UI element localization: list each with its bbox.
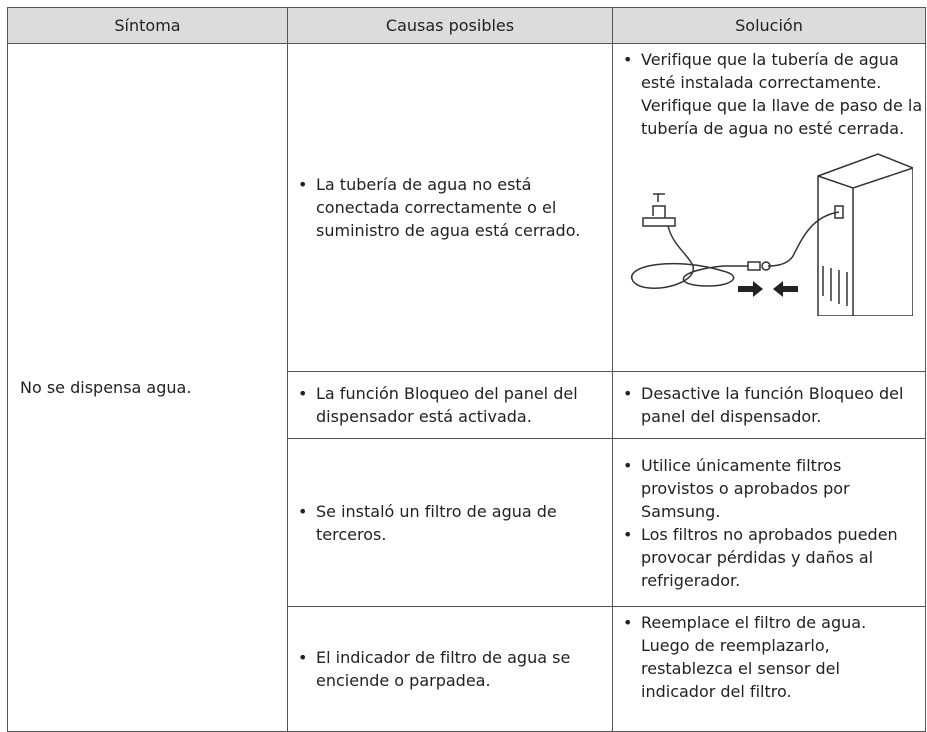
solution: Desactive la función Bloqueo del panel d… (613, 382, 917, 428)
cause: La función Bloqueo del panel del dispens… (288, 382, 598, 428)
header-cell: Síntoma (7, 7, 288, 44)
row: El indicador de filtro de agua se encien… (8, 606, 926, 732)
troubleshooting-table: Síntoma Causas posibles Solución No se d… (7, 7, 926, 732)
row: La función Bloqueo del panel del dispens… (8, 371, 926, 439)
cause-cell: Se instaló un filtro de agua de terceros… (287, 438, 613, 607)
row: Se instaló un filtro de agua de terceros… (8, 438, 926, 607)
cause: El indicador de filtro de agua se encien… (288, 646, 598, 692)
symptom-cell: No se dispensa agua. (7, 43, 288, 732)
header-cell: Causas posibles (287, 7, 613, 44)
solution: Los filtros no aprobados pueden provocar… (613, 523, 917, 592)
row: No se dispensa agua. La tubería de agua … (7, 43, 926, 732)
header-cell: Solución (612, 7, 926, 44)
solution-cell: Desactive la función Bloqueo del panel d… (612, 371, 926, 439)
cause-cell: El indicador de filtro de agua se encien… (287, 606, 613, 732)
symptom: No se dispensa agua. (20, 378, 192, 397)
solution: Utilice únicamente filtros provistos o a… (613, 454, 917, 523)
header-row: Síntoma Causas posibles Solución (7, 7, 926, 44)
cause: La tubería de agua no está conectada cor… (288, 173, 598, 242)
solution: Verifique que la tubería de agua esté in… (613, 48, 923, 140)
cause-cell: La función Bloqueo del panel del dispens… (287, 371, 613, 439)
solution: Reemplace el filtro de agua. Luego de re… (613, 611, 917, 703)
illustration (630, 153, 913, 316)
solution-cell: Utilice únicamente filtros provistos o a… (612, 438, 926, 607)
cause-cell: La tubería de agua no está conectada cor… (287, 43, 613, 372)
cause: Se instaló un filtro de agua de terceros… (288, 500, 598, 546)
solution-cell: Reemplace el filtro de agua. Luego de re… (612, 606, 926, 732)
solution-cell: Verifique que la tubería de agua esté in… (612, 43, 926, 372)
